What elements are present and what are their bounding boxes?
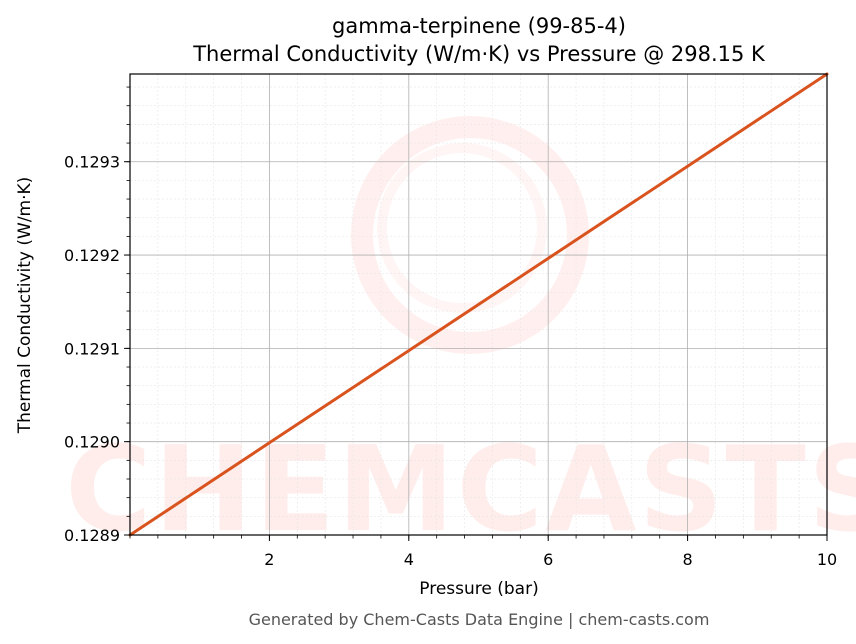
y-tick-label: 0.1290 <box>64 433 120 452</box>
chart-title: gamma-terpinene (99-85-4) <box>332 14 626 38</box>
x-tick-label: 2 <box>264 550 274 569</box>
y-tick-label: 0.1292 <box>64 246 120 265</box>
y-tick-label: 0.1289 <box>64 526 120 545</box>
minor-grid <box>129 74 828 536</box>
footer-credit: Generated by Chem-Casts Data Engine | ch… <box>249 610 710 629</box>
y-tick-label: 0.1291 <box>64 339 120 358</box>
series-layer <box>128 72 829 537</box>
watermark-logo-icon <box>351 116 589 354</box>
x-tick-label: 6 <box>543 550 553 569</box>
chart-subtitle: Thermal Conductivity (W/m·K) vs Pressure… <box>192 42 766 66</box>
watermark-text: CHEMCASTS <box>65 420 856 558</box>
x-axis-label: Pressure (bar) <box>419 579 538 599</box>
watermark: CHEMCASTS <box>65 116 856 558</box>
x-tick-label: 8 <box>683 550 693 569</box>
x-tick-label: 4 <box>404 550 414 569</box>
y-axis-label: Thermal Conductivity (W/m·K) <box>15 177 35 435</box>
series-line <box>128 72 829 537</box>
x-tick-label: 10 <box>817 550 837 569</box>
x-axis: 2 4 6 8 10 <box>129 535 837 569</box>
plot-frame <box>129 73 828 536</box>
y-tick-label: 0.1293 <box>64 153 120 172</box>
y-axis: 0.1289 0.1290 0.1291 0.1292 0.1293 <box>64 86 130 545</box>
